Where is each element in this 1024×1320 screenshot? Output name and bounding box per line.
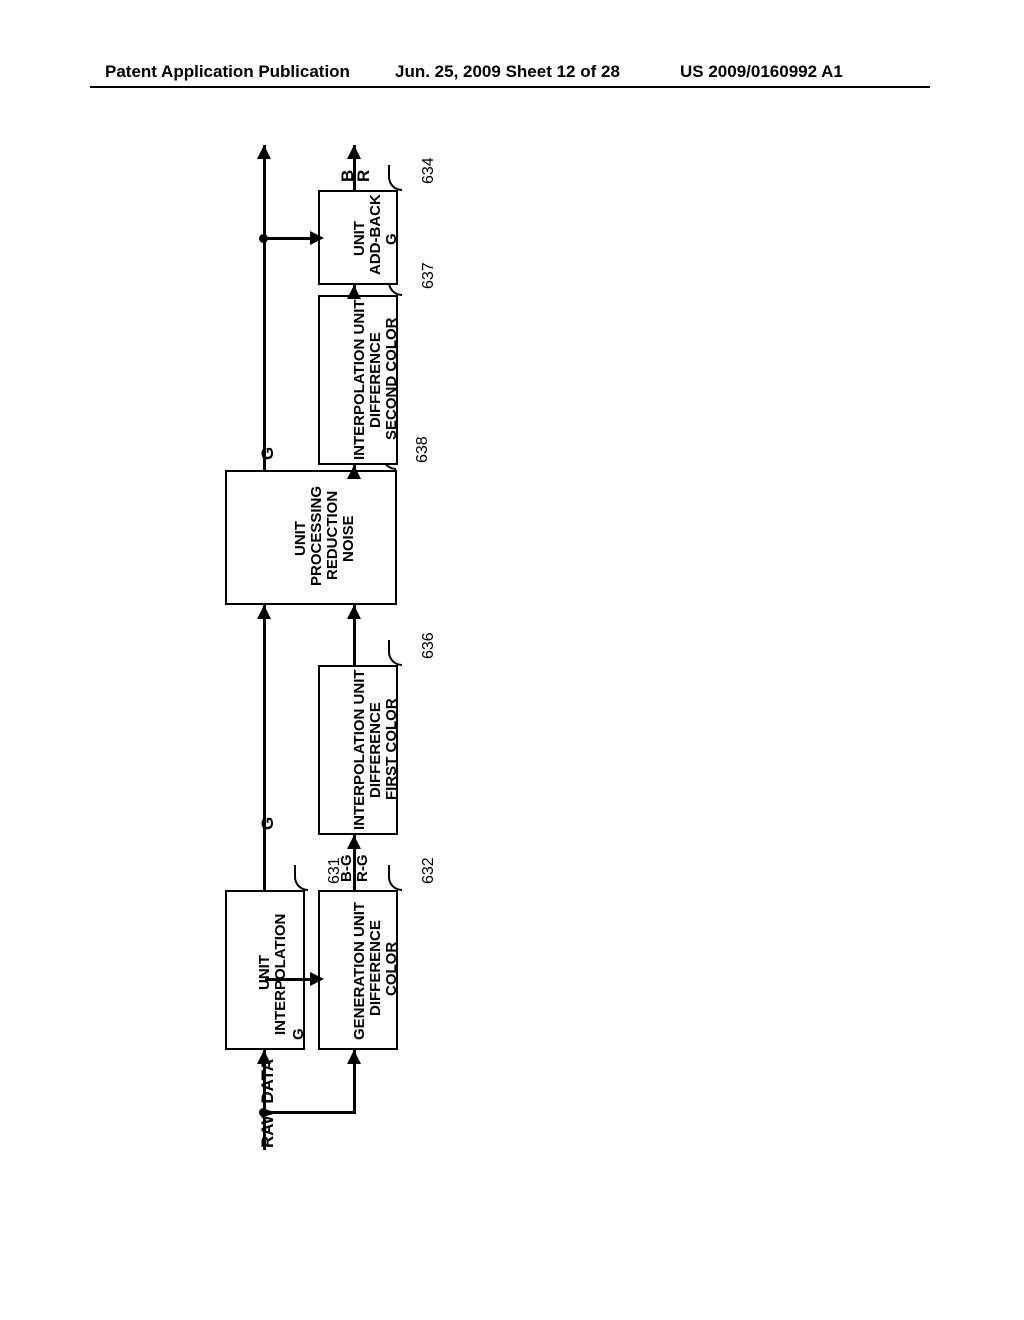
label-gab-l3: UNIT: [352, 221, 368, 256]
ref-636: 636: [420, 632, 438, 659]
label-b-out: B: [338, 170, 358, 182]
arrow-g-out: [257, 145, 271, 159]
label-fcd-l3: INTERPOLATION UNIT: [352, 669, 368, 830]
ref-634: 634: [420, 157, 438, 184]
ref-632: 632: [420, 857, 438, 884]
arrow-into-scd: [347, 465, 361, 479]
label-scd-l2: DIFFERENCE: [368, 332, 384, 428]
label-nr-l3: PROCESSING: [309, 486, 325, 586]
label-nr-l2: REDUCTION: [325, 491, 341, 580]
arrow-into-cdgen: [347, 1050, 361, 1064]
label-g-1: G: [258, 817, 278, 830]
arrow-ginterp-to-cdgen: [310, 972, 324, 986]
conn-nr-g-out: [263, 145, 266, 470]
label-cdgen-l2: DIFFERENCE: [368, 920, 384, 1016]
arrow-scd-into-addback: [347, 285, 361, 299]
ref-638: 638: [414, 436, 432, 463]
label-scd-l3: INTERPOLATION UNIT: [352, 299, 368, 460]
label-gab-l2: ADD-BACK: [368, 194, 384, 275]
label-g-interp-l1: G: [291, 1028, 307, 1040]
label-gab-l1: G: [384, 233, 400, 245]
leader-636: [388, 640, 402, 666]
label-nr-l1: NOISE: [341, 515, 357, 562]
label-cdgen-l3: GENERATION UNIT: [352, 902, 368, 1040]
label-bg: B-G: [338, 855, 355, 883]
label-g-interp-l3: UNIT: [257, 955, 273, 990]
figure-13: FIG. 13 G INTERPOLATION UNIT 631 COLOR D…: [0, 0, 1024, 1320]
leader-631: [294, 865, 308, 891]
label-g-interp-l2: INTERPOLATION: [273, 914, 289, 1035]
label-fcd-l2: DIFFERENCE: [368, 702, 384, 798]
leader-632: [388, 865, 402, 891]
conn-g-to-nr: [263, 605, 266, 890]
label-g-2: G: [258, 447, 278, 460]
arrow-g-into-nr: [257, 605, 271, 619]
arrow-g-into-addback: [310, 231, 324, 245]
label-nr-l4: UNIT: [293, 521, 309, 556]
label-cdgen-l1: COLOR: [384, 942, 400, 996]
label-scd-l1: SECOND COLOR: [384, 317, 400, 440]
conn-raw-branch-h: [263, 1111, 355, 1114]
arrow-into-fcd: [347, 835, 361, 849]
label-rg: R-G: [354, 855, 371, 883]
ref-637: 637: [420, 262, 438, 289]
label-raw-data: RAW DATA: [258, 1059, 278, 1148]
label-fcd-l1: FIRST COLOR: [384, 698, 400, 800]
leader-634: [388, 165, 402, 191]
arrow-fcd-into-nr: [347, 605, 361, 619]
arrow-rb-out: [347, 145, 361, 159]
